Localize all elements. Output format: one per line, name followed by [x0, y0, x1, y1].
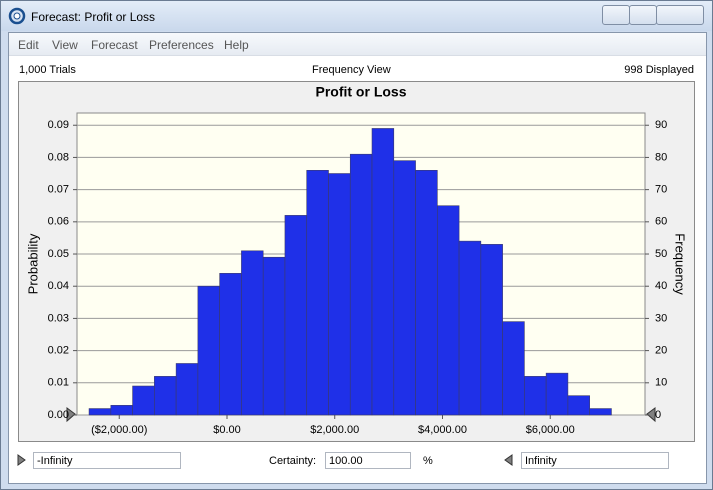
chart: Profit or Loss Probability Frequency 0.0…: [18, 81, 695, 442]
y-tick-label: 0.08: [48, 151, 69, 163]
y2-tick-label: 20: [655, 345, 667, 357]
y-tick-label: 0.01: [48, 377, 69, 389]
histogram-bar: [284, 215, 308, 416]
histogram-bar: [545, 372, 569, 416]
histogram-bar: [262, 256, 286, 416]
histogram-bar: [175, 363, 199, 416]
y2-tick-label: 60: [655, 216, 667, 228]
left-arrow[interactable]: [17, 454, 27, 466]
certainty-label: Certainty:: [269, 455, 317, 467]
histogram-bar: [371, 128, 395, 416]
histogram-bar: [502, 321, 525, 416]
histogram-bar: [154, 376, 177, 416]
trials-count: 1,000 Trials: [19, 64, 76, 76]
view-name: Frequency View: [312, 64, 391, 76]
histogram-bar: [415, 170, 438, 416]
displayed-count: 998 Displayed: [624, 64, 694, 76]
x-tick-label: ($2,000.00): [91, 424, 147, 436]
y2-tick-label: 70: [655, 184, 667, 196]
menu-item[interactable]: Edit: [18, 38, 39, 52]
histogram-bar: [393, 160, 416, 416]
y2-tick-label: 10: [655, 377, 667, 389]
client-area: Edit View Forecast Preferences Help 1,00…: [8, 32, 707, 484]
histogram-bar: [567, 395, 590, 416]
left-slider[interactable]: [66, 407, 76, 423]
menu-item[interactable]: View: [52, 38, 78, 52]
y2-tick-label: 40: [655, 280, 667, 292]
y-tick-label: 0.04: [48, 280, 69, 292]
right-arrow[interactable]: [503, 454, 513, 466]
certainty-input[interactable]: 100.00: [325, 452, 411, 469]
y-tick-label: 0.07: [48, 184, 69, 196]
histogram-bar: [88, 408, 112, 416]
title-bar: Forecast: Profit or Loss: [1, 1, 712, 31]
close-button[interactable]: [656, 5, 704, 25]
histogram-bar: [437, 205, 460, 416]
y-tick-label: 0.02: [48, 345, 69, 357]
y-tick-label: 0.06: [48, 216, 69, 228]
x-tick-label: $2,000.00: [310, 424, 359, 436]
left-input[interactable]: -Infinity: [33, 452, 181, 469]
right-input[interactable]: Infinity: [521, 452, 669, 469]
histogram-bar: [589, 408, 612, 416]
histogram-bar: [132, 385, 155, 416]
histogram-bar: [219, 273, 242, 416]
menu-item[interactable]: Forecast: [91, 38, 138, 52]
y-tick-label: 0.09: [48, 119, 69, 131]
histogram-bar: [328, 173, 351, 416]
histogram-bar: [306, 170, 329, 416]
y-tick-label: 0.05: [48, 248, 69, 260]
minimize-button[interactable]: [602, 5, 630, 25]
menu-bar: Edit View Forecast Preferences Help: [9, 33, 706, 56]
x-tick-label: $4,000.00: [418, 424, 467, 436]
app-icon: [8, 7, 26, 25]
x-tick-label: $0.00: [213, 424, 241, 436]
histogram-bar: [524, 376, 547, 416]
x-tick-label: $6,000.00: [526, 424, 575, 436]
y-tick-label: 0.03: [48, 312, 69, 324]
histogram-bar: [480, 244, 503, 416]
y2-tick-label: 50: [655, 248, 667, 260]
y-tick-label: 0.00: [48, 409, 69, 421]
y2-tick-label: 30: [655, 312, 667, 324]
menu-item[interactable]: Help: [224, 38, 249, 52]
histogram-bar: [349, 153, 373, 416]
y2-tick-label: 90: [655, 119, 667, 131]
histogram-bar: [197, 285, 220, 416]
maximize-button[interactable]: [629, 5, 657, 25]
y2-axis-label: Frequency: [673, 233, 688, 295]
y-axis-label: Probability: [25, 233, 40, 294]
y2-tick-label: 80: [655, 151, 667, 163]
right-slider[interactable]: [646, 407, 656, 423]
histogram-bar: [110, 405, 133, 416]
chart-title: Profit or Loss: [315, 84, 406, 100]
menu-item[interactable]: Preferences: [149, 38, 214, 52]
y2-tick-label: 0: [655, 409, 661, 421]
window-title: Forecast: Profit or Loss: [31, 10, 156, 24]
histogram-bar: [241, 250, 264, 416]
percent-sign: %: [423, 455, 433, 467]
histogram-bar: [458, 240, 482, 416]
